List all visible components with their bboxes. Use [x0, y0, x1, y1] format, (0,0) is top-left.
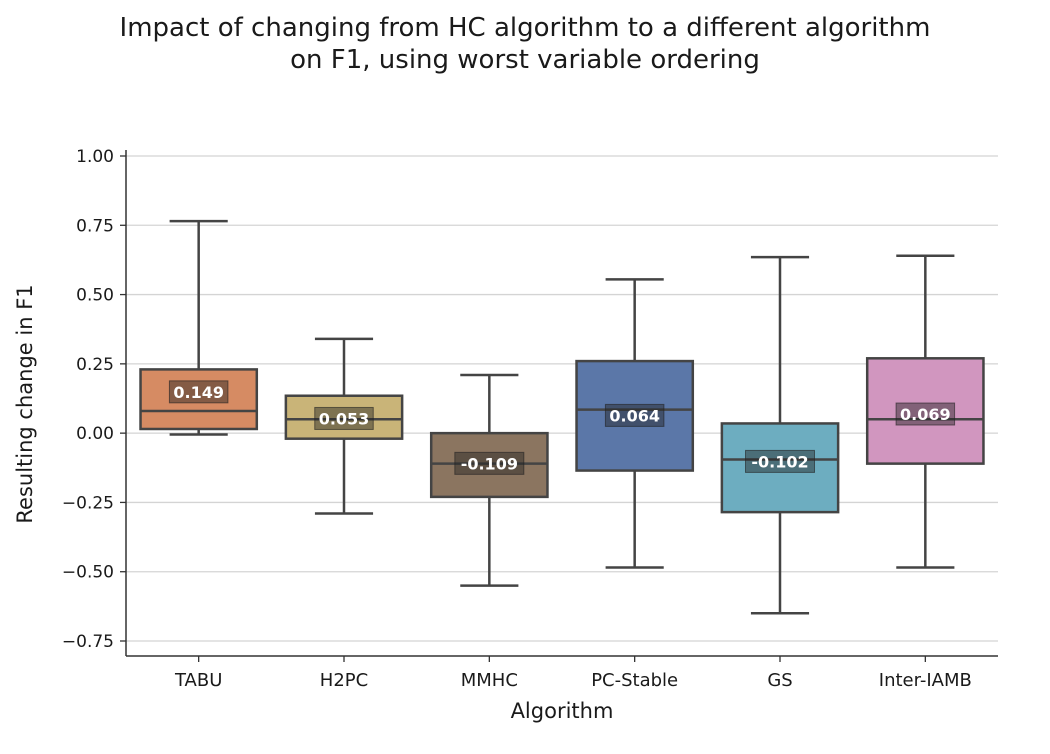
chart-title-line-2: on F1, using worst variable ordering [290, 45, 760, 75]
y-tick-label: −0.50 [62, 563, 114, 583]
mean-label: 0.053 [319, 409, 370, 428]
boxes: 0.149 0.053 -0.109 0.064 -0.102 0.069 [139, 219, 985, 615]
y-tick-label: 0.00 [76, 424, 114, 444]
iqr-box [139, 368, 259, 431]
box-tabu: 0.149 [139, 219, 259, 436]
x-tick-label: Inter-IAMB [879, 670, 972, 691]
y-tick-label: −0.25 [62, 493, 114, 513]
iqr-box [575, 359, 695, 472]
y-tick-label: 0.50 [76, 286, 114, 306]
iqr-box [720, 422, 840, 514]
y-axis-label: Resulting change in F1 [13, 284, 37, 523]
x-tick-label: MMHC [461, 670, 518, 691]
x-tick-label: PC-Stable [591, 670, 678, 691]
mean-label-background [314, 406, 374, 430]
box-gs: -0.102 [720, 255, 840, 615]
box-inter-iamb: 0.069 [865, 254, 985, 569]
y-tick-label: 1.00 [76, 147, 114, 167]
box-pc-stable: 0.064 [575, 278, 695, 569]
x-axis-label: Algorithm [511, 699, 614, 723]
box-h2pc: 0.053 [284, 337, 404, 515]
mean-label: 0.069 [900, 405, 951, 424]
gridlines [126, 155, 998, 642]
iqr-box [429, 431, 549, 499]
mean-label-background [604, 403, 665, 427]
x-tick-label: H2PC [320, 670, 368, 691]
mean-label-background [168, 380, 229, 404]
mean-label: 0.064 [609, 406, 660, 425]
iqr-box [284, 394, 404, 440]
y-tick-label: −0.75 [62, 632, 114, 652]
mean-label: -0.109 [461, 454, 518, 473]
chart-title-line-1: Impact of changing from HC algorithm to … [120, 13, 931, 43]
mean-label: 0.149 [173, 383, 224, 402]
y-tick-label: 0.75 [76, 216, 114, 236]
mean-label: -0.102 [751, 452, 808, 471]
x-tick-label: GS [767, 670, 792, 691]
mean-label-background [745, 449, 815, 473]
box-mmhc: -0.109 [429, 373, 549, 587]
mean-label-background [895, 402, 956, 426]
axes: −0.75 −0.50 −0.25 0.00 0.25 0.50 0.75 1.00 TABU H… [62, 147, 998, 691]
y-tick-label: 0.25 [76, 355, 114, 375]
x-tick-label: TABU [174, 670, 222, 691]
iqr-box [865, 357, 985, 465]
mean-label-background [454, 451, 525, 475]
